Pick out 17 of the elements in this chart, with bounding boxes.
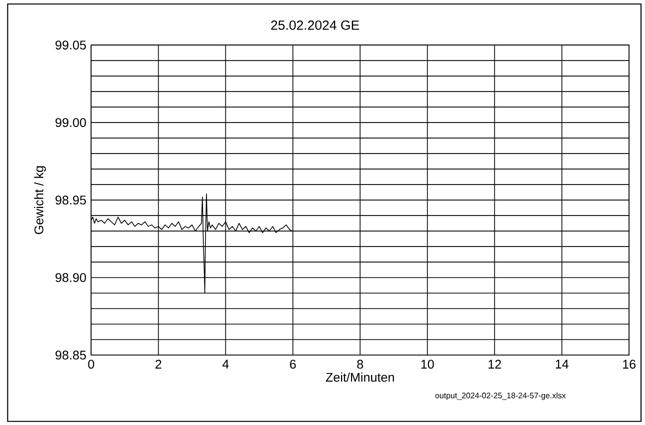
chart-title: 25.02.2024 GE xyxy=(271,20,360,30)
x-tick-label: 6 xyxy=(290,360,296,369)
y-tick-label: 98.90 xyxy=(56,272,86,282)
x-tick-label: 0 xyxy=(88,360,94,369)
x-tick-label: 4 xyxy=(222,360,229,368)
x-tick-label: 2 xyxy=(156,360,162,368)
y-axis-title: Gewicht / kg xyxy=(34,166,46,234)
x-tick-label: 10 xyxy=(421,360,434,369)
y-tick-label: 98.85 xyxy=(56,350,86,360)
x-tick-label: 8 xyxy=(357,360,364,369)
y-tick-label: 99.05 xyxy=(56,40,86,50)
y-tick-label: 99.00 xyxy=(56,118,86,127)
x-tick-label: 12 xyxy=(488,360,501,368)
x-tick-label: 14 xyxy=(556,360,568,368)
y-tick-label: 98.95 xyxy=(56,195,86,204)
x-axis-title: Zeit/Minuten xyxy=(326,372,394,382)
x-tick-label: 16 xyxy=(623,360,636,369)
